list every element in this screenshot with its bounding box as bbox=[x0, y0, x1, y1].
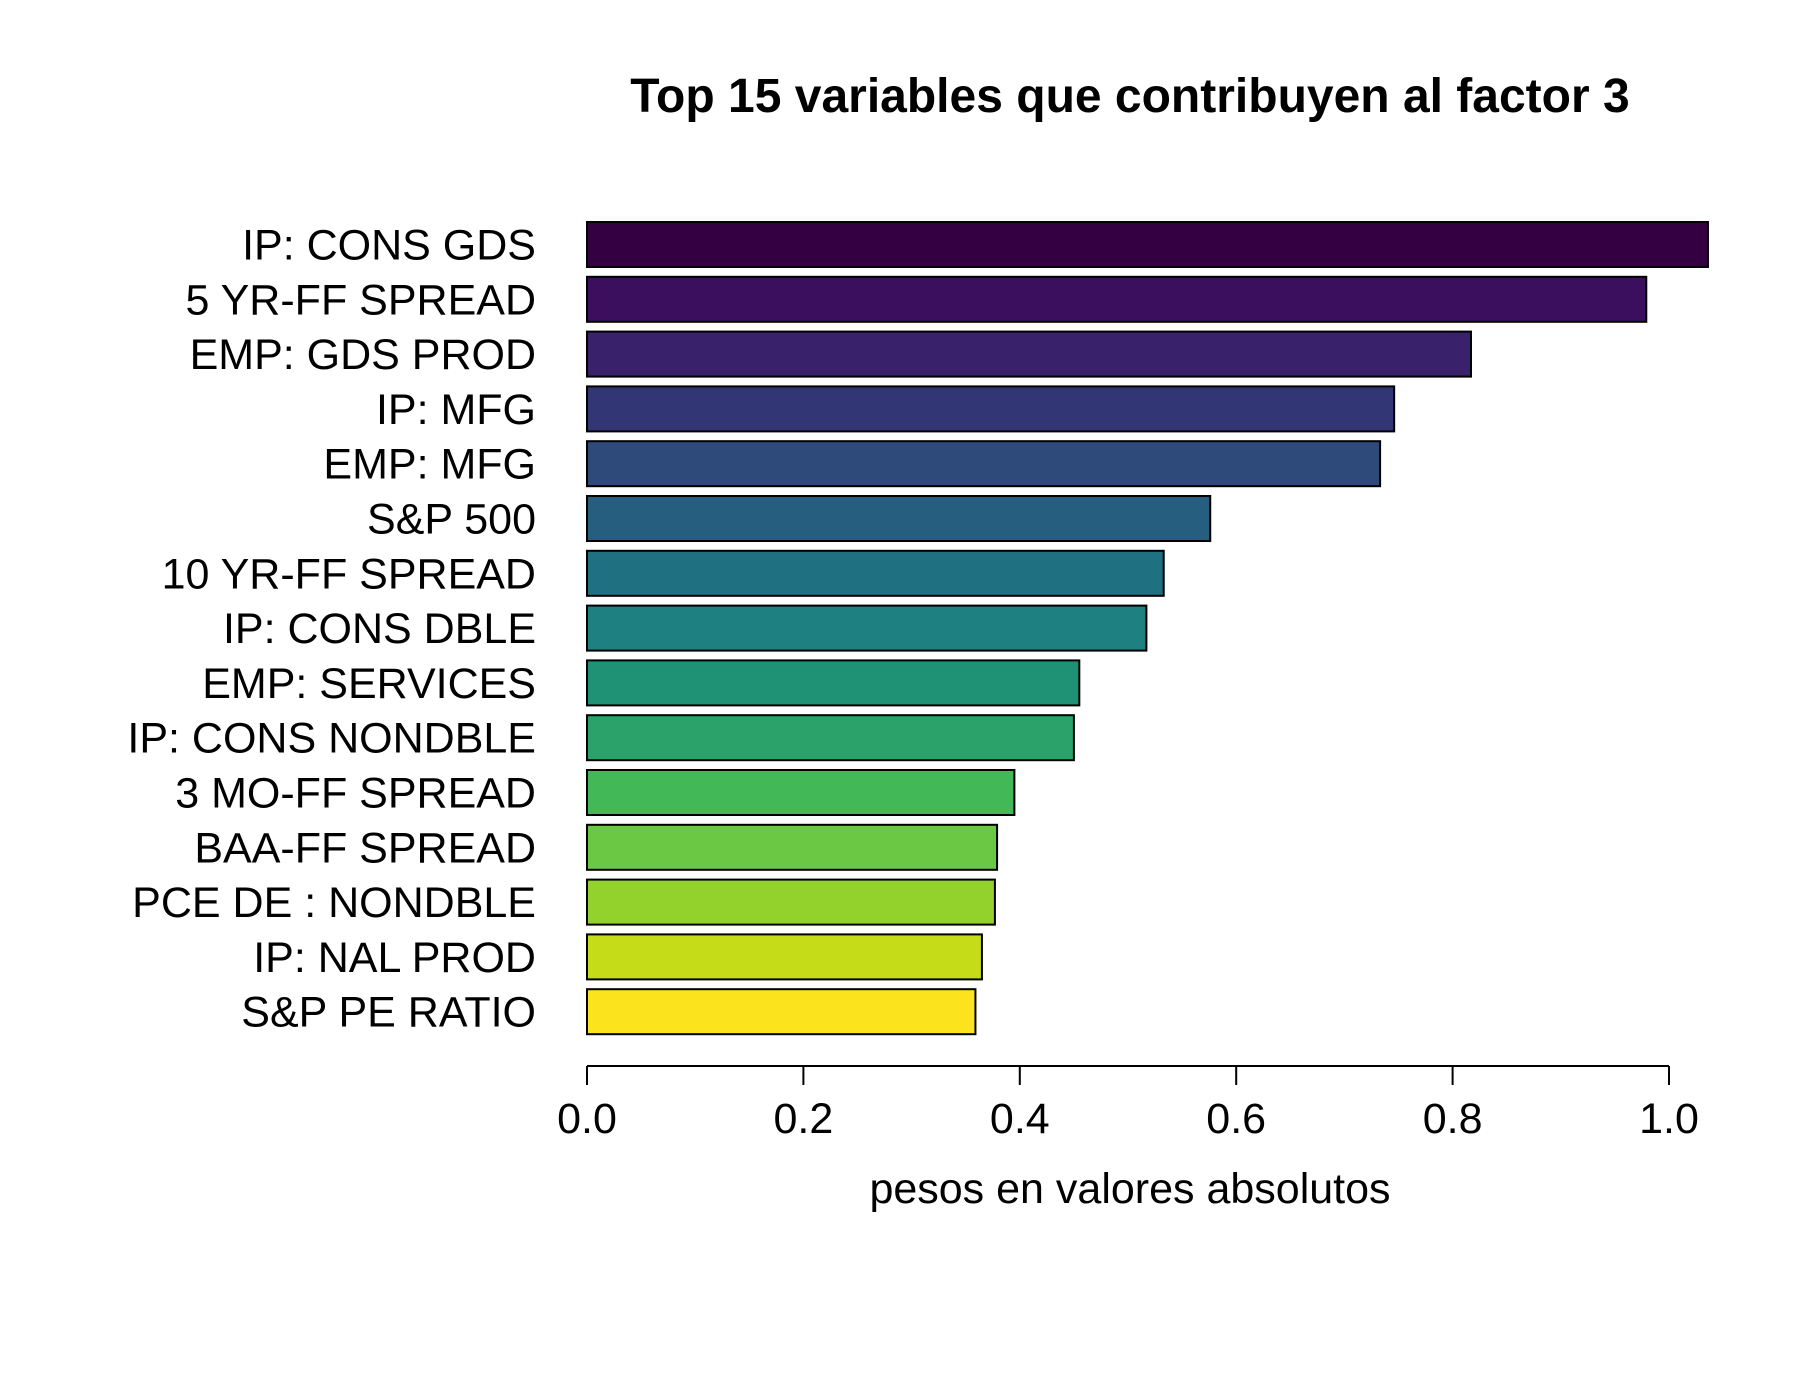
bar bbox=[586, 988, 977, 1036]
bar bbox=[586, 878, 996, 926]
x-ticks: 0.0 0.2 0.4 0.6 0.8 1.0 bbox=[557, 1066, 1699, 1143]
x-tick-label: 0.4 bbox=[990, 1095, 1050, 1143]
category-label: IP: CONS GDS bbox=[242, 222, 536, 270]
category-label: PCE DE : NONDBLE bbox=[132, 879, 536, 927]
bar bbox=[586, 933, 983, 981]
bar bbox=[586, 440, 1382, 488]
bar bbox=[586, 659, 1081, 707]
category-label: IP: CONS DBLE bbox=[223, 605, 536, 653]
x-tick-label: 0.8 bbox=[1423, 1095, 1483, 1143]
chart-title: Top 15 variables que contribuyen al fact… bbox=[630, 70, 1629, 123]
bar bbox=[586, 275, 1648, 323]
bar bbox=[586, 823, 999, 871]
bar bbox=[586, 385, 1396, 433]
category-label: 5 YR-FF SPREAD bbox=[186, 276, 536, 324]
x-tick-label: 0.6 bbox=[1206, 1095, 1266, 1143]
x-axis-label: pesos en valores absolutos bbox=[869, 1165, 1390, 1213]
category-labels: IP: CONS GDS 5 YR-FF SPREAD EMP: GDS PROD I… bbox=[127, 222, 536, 1037]
category-label: IP: NAL PROD bbox=[253, 934, 536, 982]
category-label: 10 YR-FF SPREAD bbox=[162, 550, 536, 598]
category-label: EMP: GDS PROD bbox=[190, 331, 536, 379]
category-label: 3 MO-FF SPREAD bbox=[175, 770, 536, 818]
category-label: S&P 500 bbox=[367, 496, 536, 544]
bar bbox=[586, 769, 1016, 816]
bar bbox=[586, 221, 1709, 268]
bar bbox=[586, 604, 1148, 652]
bar bbox=[586, 714, 1075, 762]
bar bbox=[586, 549, 1165, 597]
bar bbox=[586, 330, 1472, 378]
x-tick-label: 1.0 bbox=[1639, 1095, 1699, 1143]
bars-group bbox=[586, 221, 1709, 1036]
category-label: IP: CONS NONDBLE bbox=[127, 715, 536, 763]
category-label: EMP: MFG bbox=[323, 441, 536, 489]
bar bbox=[586, 495, 1212, 542]
x-tick-label: 0.2 bbox=[774, 1095, 834, 1143]
category-label: EMP: SERVICES bbox=[202, 660, 536, 708]
category-label: BAA-FF SPREAD bbox=[194, 824, 536, 872]
category-label: S&P PE RATIO bbox=[241, 989, 536, 1037]
x-tick-label: 0.0 bbox=[557, 1095, 617, 1143]
category-label: IP: MFG bbox=[376, 386, 536, 434]
x-axis: 0.0 0.2 0.4 0.6 0.8 1.0 bbox=[557, 1065, 1699, 1143]
